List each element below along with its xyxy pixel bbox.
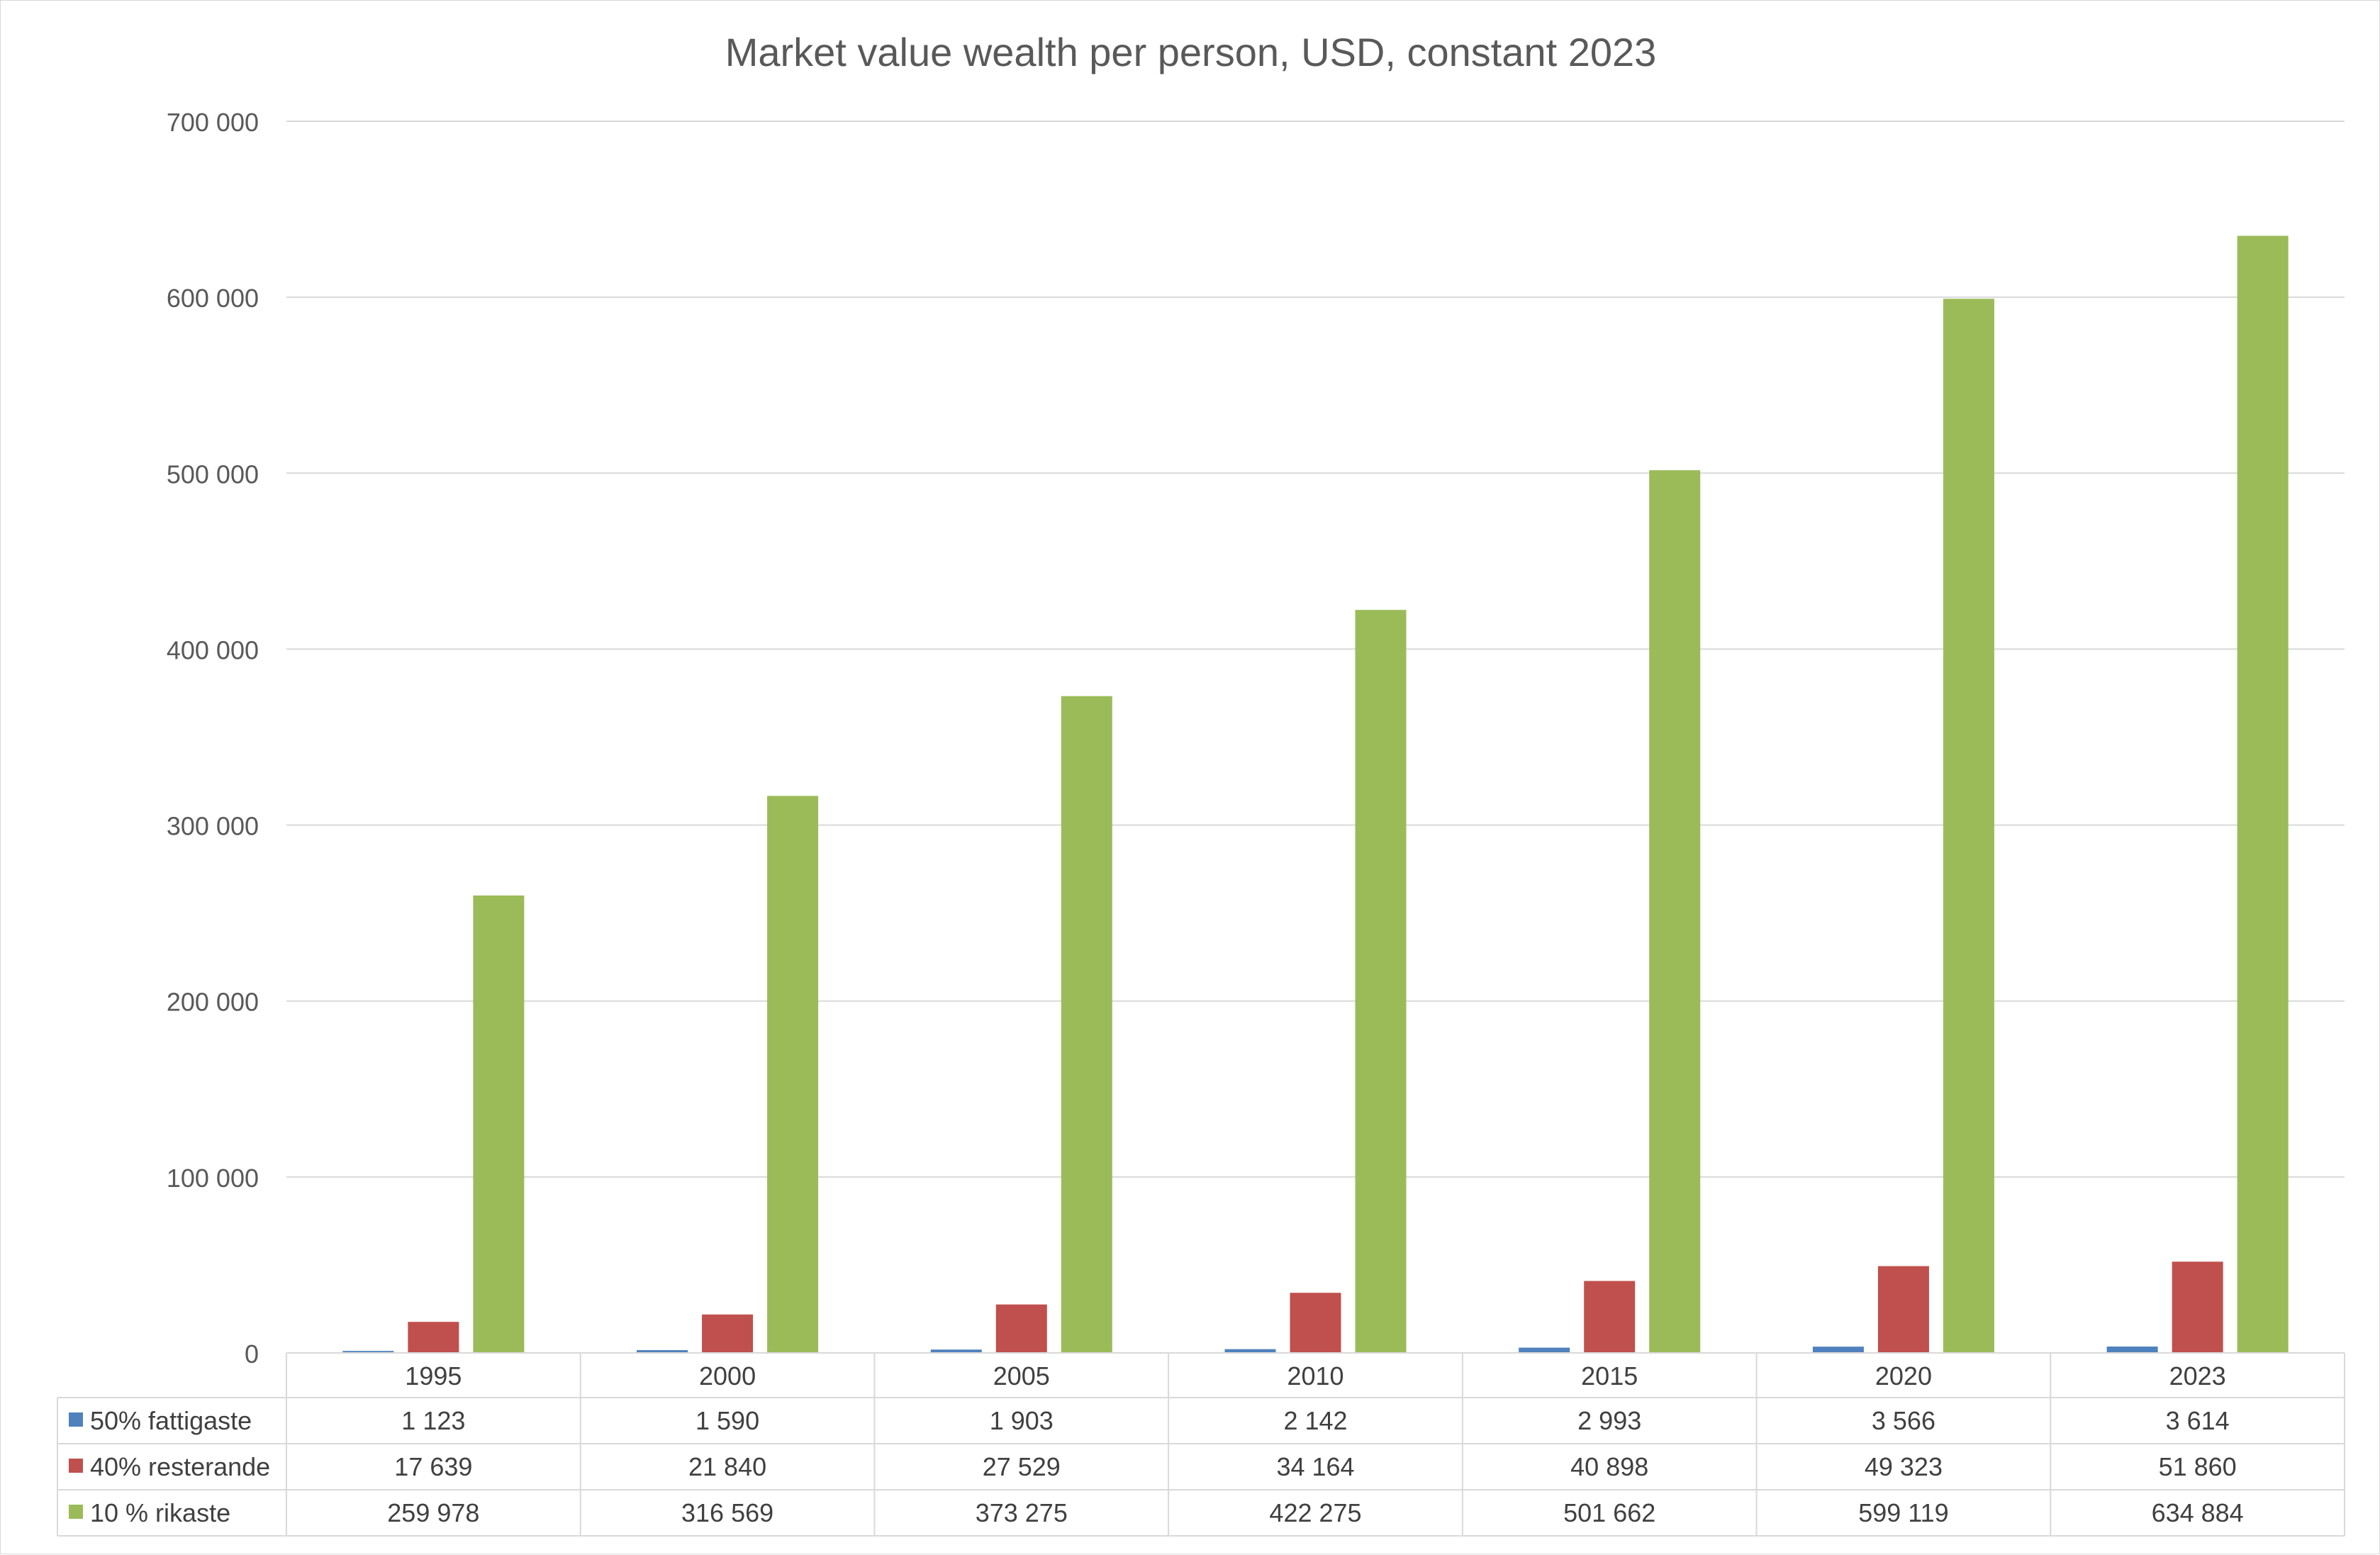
bar: [1061, 696, 1112, 1353]
bar: [342, 1351, 394, 1353]
legend-key: [69, 1505, 83, 1519]
bar: [995, 1304, 1047, 1353]
data-label: 316 569: [681, 1498, 773, 1527]
y-axis-ticks: 0 100 000 200 000 300 000 400 000 500 000 600 …: [167, 108, 259, 1369]
bar: [1224, 1349, 1276, 1353]
bar: [1812, 1347, 1864, 1353]
x-tick-label: 2023: [2169, 1361, 2226, 1390]
chart-title: Market value wealth per person, USD, con…: [725, 30, 1657, 74]
data-label: 17 639: [394, 1452, 472, 1481]
data-label: 373 275: [976, 1498, 1068, 1527]
data-label: 3 614: [2166, 1406, 2230, 1435]
bar: [2106, 1347, 2158, 1353]
data-label: 1 590: [695, 1406, 759, 1435]
y-tick-label: 100 000: [167, 1164, 259, 1193]
data-label: 599 119: [1858, 1498, 1948, 1527]
bar: [637, 1350, 688, 1353]
bar: [1584, 1281, 1636, 1353]
data-label: 27 529: [983, 1452, 1061, 1481]
bar: [930, 1349, 982, 1353]
x-tick-label: 2010: [1287, 1361, 1343, 1390]
bar: [767, 796, 819, 1353]
data-label: 1 123: [401, 1406, 465, 1435]
y-tick-label: 700 000: [167, 108, 259, 137]
y-tick-label: 600 000: [167, 284, 259, 313]
data-label: 634 884: [2152, 1498, 2244, 1527]
y-tick-label: 400 000: [167, 635, 259, 664]
bar: [1649, 470, 1701, 1353]
bar-layer: [342, 235, 2289, 1354]
data-label: 259 978: [387, 1498, 479, 1527]
x-tick-label: 2000: [699, 1361, 756, 1390]
legend-label: 50% fattigaste: [90, 1406, 252, 1435]
bar: [2172, 1261, 2223, 1353]
bar: [1877, 1266, 1929, 1353]
data-label: 2 142: [1283, 1406, 1347, 1435]
data-table: 1995 2000 2005 2010 2015 2020 2023 50% fattigas…: [57, 1352, 2345, 1537]
data-label: 49 323: [1865, 1452, 1943, 1481]
bar: [702, 1314, 754, 1353]
legend-label: 10 % rikaste: [90, 1498, 230, 1527]
data-label: 2 993: [1577, 1406, 1641, 1435]
data-label: 422 275: [1269, 1498, 1361, 1527]
data-label: 501 662: [1563, 1498, 1655, 1527]
data-label: 3 566: [1872, 1406, 1935, 1435]
bar: [1355, 610, 1407, 1353]
legend-label: 40% resterande: [90, 1452, 270, 1481]
x-tick-label: 2005: [993, 1361, 1050, 1390]
legend-key: [69, 1412, 83, 1427]
data-label: 1 903: [990, 1406, 1054, 1435]
legend-key: [69, 1459, 83, 1473]
y-tick-label: 300 000: [167, 812, 259, 841]
bar: [1290, 1293, 1341, 1353]
bar: [1943, 299, 1994, 1354]
bar: [408, 1322, 459, 1353]
grid-layer: [286, 121, 2345, 1178]
data-label: 51 860: [2159, 1452, 2237, 1481]
y-tick-label: 500 000: [167, 459, 259, 489]
x-tick-label: 2020: [1875, 1361, 1932, 1390]
data-label: 34 164: [1276, 1452, 1354, 1481]
y-tick-label: 200 000: [167, 988, 259, 1017]
y-tick-label: 0: [245, 1339, 259, 1369]
data-label: 40 898: [1570, 1452, 1648, 1481]
data-label: 21 840: [688, 1452, 766, 1481]
x-tick-label: 2015: [1581, 1361, 1638, 1390]
bar: [1519, 1347, 1570, 1353]
bar: [473, 895, 525, 1353]
x-tick-label: 1995: [405, 1361, 462, 1390]
bar: [2237, 235, 2289, 1353]
